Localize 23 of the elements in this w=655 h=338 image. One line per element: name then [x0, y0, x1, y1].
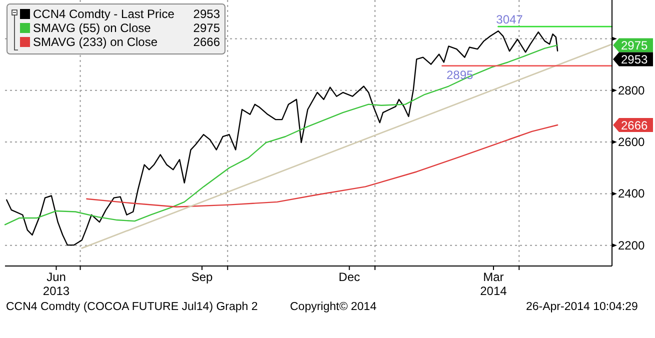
text: 2953 [621, 52, 648, 67]
legend-label: SMAVG (55) on Close [33, 21, 152, 35]
x-tick-label: Mar 2014 [480, 270, 508, 298]
legend-label: CCN4 Comdty - Last Price [33, 7, 175, 21]
x-tick-label: Sep [191, 270, 213, 284]
line-series [86, 124, 558, 208]
annotation: 2666 [193, 35, 220, 49]
text: 26-Apr-2014 10:04:29 [526, 301, 638, 313]
text: 2666 [621, 118, 648, 132]
y-tick-label: 2400 [618, 186, 646, 201]
text: CCN4 Comdty (COCOA FUTURE Jul14) Graph 2 [6, 301, 258, 313]
annotation: 2953 [193, 7, 220, 21]
y-tick-label: 2200 [618, 238, 646, 252]
annotation: 2975 [193, 21, 220, 35]
annotation: 2895 [446, 68, 474, 82]
x-tick-label: Dec [338, 270, 360, 284]
text: 2975 [621, 38, 648, 53]
y-tick-label: 2600 [618, 135, 646, 150]
y-tick-label: 2800 [618, 83, 646, 98]
text: Copyright© 2014 [290, 301, 378, 313]
legend-label: SMAVG (233) on Close [33, 35, 158, 49]
x-tick-label: Jun 2013 [42, 270, 70, 298]
annotation: 3047 [496, 12, 524, 27]
